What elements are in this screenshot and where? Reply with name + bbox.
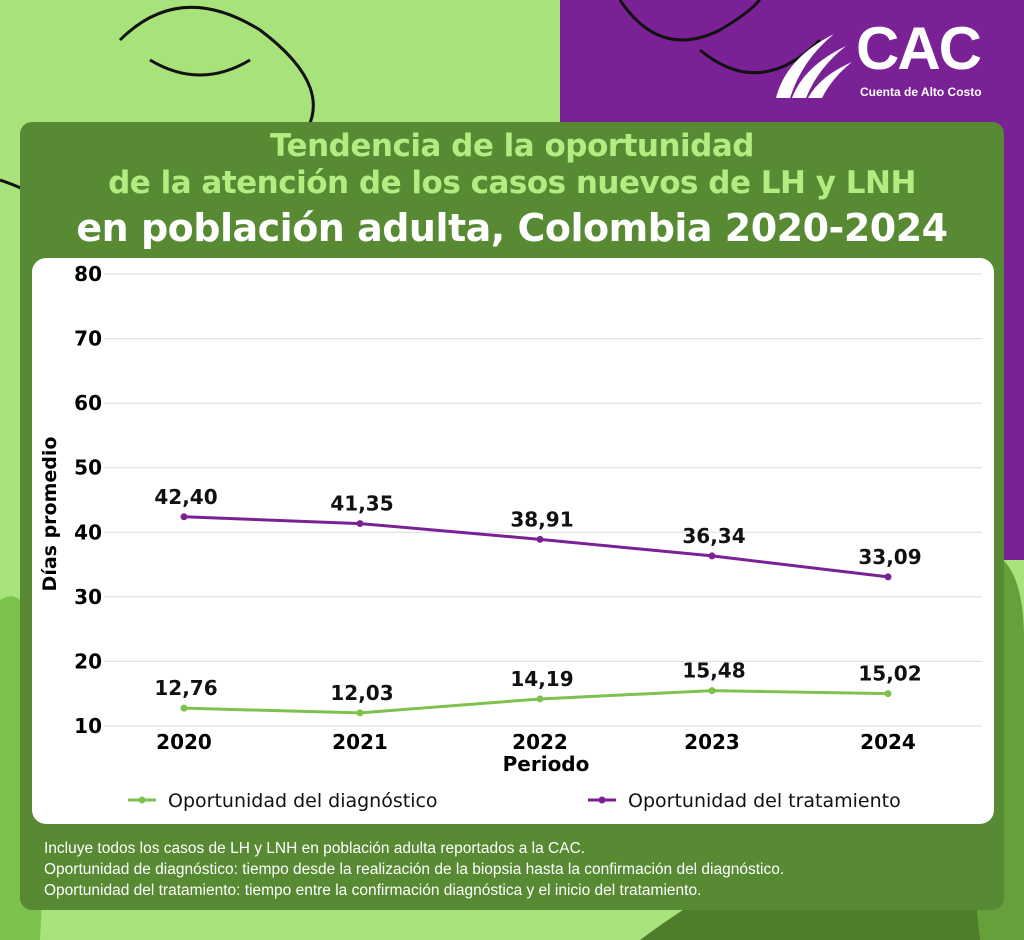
series-1-data-label-2021: 12,03 bbox=[330, 681, 393, 705]
cac-swoosh-icon bbox=[776, 34, 852, 98]
brand-name: CAC bbox=[856, 15, 982, 82]
series-1-point-2020 bbox=[180, 704, 188, 712]
y-tick-label-70: 70 bbox=[74, 327, 102, 351]
x-tick-label-2020: 2020 bbox=[156, 730, 212, 754]
series-1-point-2022 bbox=[536, 695, 544, 703]
chart-panel: 10 20 30 40 50 60 70 80 2020 2021 2022 2023 2024 Peri… bbox=[32, 258, 994, 824]
series-1-data-label-2020: 12,76 bbox=[154, 676, 217, 700]
series-1-data-label-2024: 15,02 bbox=[858, 662, 921, 686]
y-tick-label-10: 10 bbox=[74, 714, 102, 738]
y-axis-label: Días promedio bbox=[39, 437, 61, 592]
line-chart: 10 20 30 40 50 60 70 80 2020 2021 2022 2023 2024 Peri… bbox=[39, 262, 982, 812]
y-tick-label-80: 80 bbox=[74, 262, 102, 286]
title-line-2: de la atención de los casos nuevos de LH… bbox=[108, 165, 916, 201]
y-tick-label-40: 40 bbox=[74, 520, 102, 544]
x-tick-label-2022: 2022 bbox=[512, 730, 568, 754]
legend-label-2: Oportunidad del tratamiento bbox=[628, 790, 901, 812]
title-line-3: en población adulta, Colombia 2020-2024 bbox=[76, 206, 948, 250]
series-1-point-2021 bbox=[356, 709, 364, 717]
series-1-data-label-2023: 15,48 bbox=[682, 659, 745, 683]
footnote-2: Oportunidad de diagnóstico: tiempo desde… bbox=[44, 861, 785, 878]
legend-marker-2 bbox=[598, 796, 606, 804]
legend-label-1: Oportunidad del diagnóstico bbox=[168, 790, 438, 812]
series-2-data-label-2024: 33,09 bbox=[858, 545, 921, 569]
series-2-data-label-2021: 41,35 bbox=[330, 492, 393, 516]
brand-subtitle: Cuenta de Alto Costo bbox=[860, 85, 982, 99]
x-tick-label-2024: 2024 bbox=[860, 730, 916, 754]
series-2-point-2024 bbox=[884, 573, 892, 581]
y-tick-label-60: 60 bbox=[74, 391, 102, 415]
legend-marker-1 bbox=[138, 796, 146, 804]
series-2-point-2021 bbox=[356, 520, 364, 528]
series-1-point-2023 bbox=[708, 687, 716, 695]
series-2-data-label-2020: 42,40 bbox=[154, 485, 217, 509]
x-axis-label: Periodo bbox=[503, 752, 590, 776]
series-2-point-2023 bbox=[708, 552, 716, 560]
y-tick-label-50: 50 bbox=[74, 456, 102, 480]
x-tick-label-2021: 2021 bbox=[332, 730, 388, 754]
footnotes: Incluye todos los casos de LH y LNH en p… bbox=[44, 838, 784, 901]
series-2-data-label-2022: 38,91 bbox=[510, 507, 573, 531]
x-tick-label-2023: 2023 bbox=[684, 730, 740, 754]
series-1-line bbox=[183, 689, 889, 715]
footnote-1: Incluye todos los casos de LH y LNH en p… bbox=[44, 840, 586, 857]
series-2-data-label-2023: 36,34 bbox=[682, 524, 745, 548]
footnote-3: Oportunidad del tratamiento: tiempo entr… bbox=[44, 882, 702, 899]
series-1-data-label-2022: 14,19 bbox=[510, 667, 573, 691]
series-2-point-2020 bbox=[180, 513, 188, 521]
cac-logo: CAC Cuenta de Alto Costo bbox=[772, 15, 987, 106]
title-line-1: Tendencia de la oportunidad bbox=[270, 128, 754, 164]
series-1-point-2024 bbox=[884, 690, 892, 698]
y-tick-label-30: 30 bbox=[74, 585, 102, 609]
series-2-point-2022 bbox=[536, 535, 544, 543]
y-tick-label-20: 20 bbox=[74, 649, 102, 673]
